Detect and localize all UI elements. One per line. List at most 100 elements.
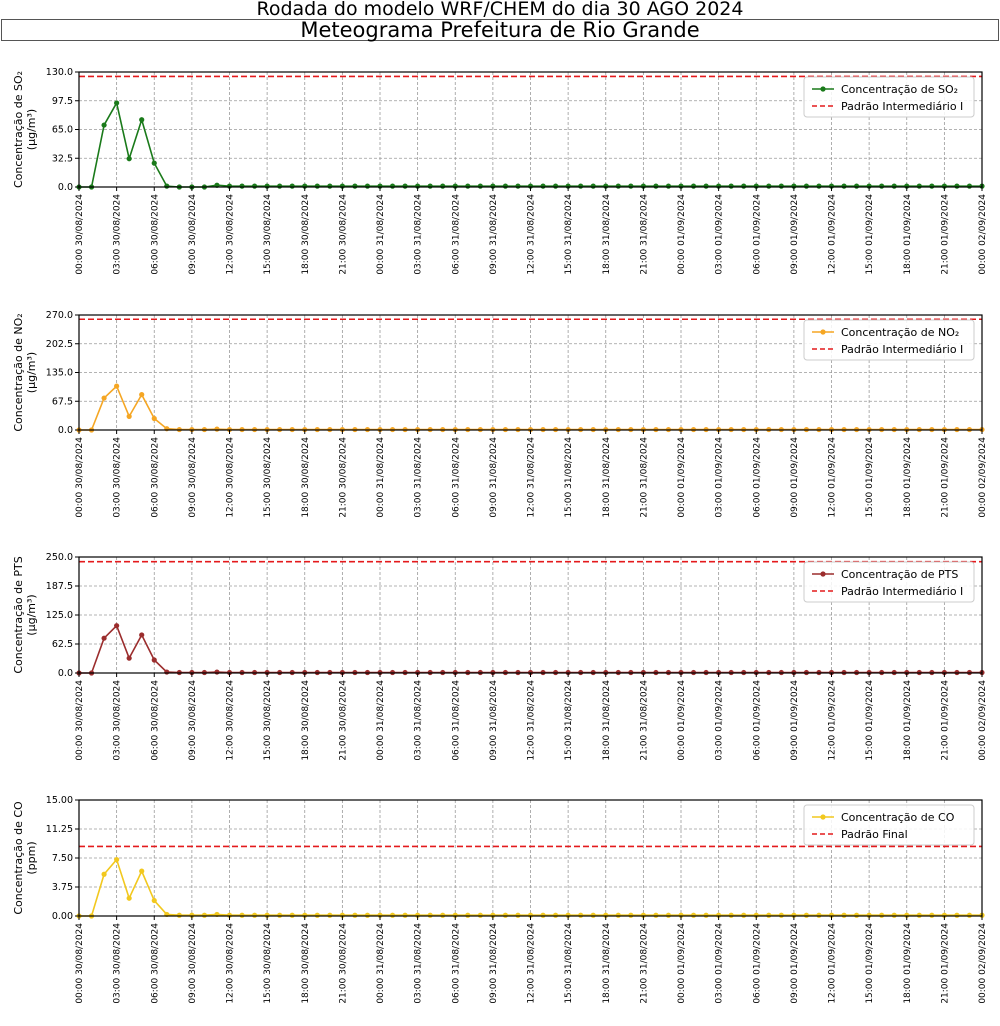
x-tick-label: 06:00 30/08/2024 bbox=[150, 194, 160, 275]
data-point bbox=[615, 183, 621, 189]
data-point bbox=[239, 183, 245, 189]
data-point bbox=[251, 912, 258, 918]
data-point bbox=[628, 183, 634, 189]
data-point bbox=[929, 183, 935, 189]
data-point bbox=[816, 183, 822, 189]
data-point bbox=[728, 183, 734, 189]
data-point bbox=[201, 912, 208, 918]
data-point bbox=[101, 122, 107, 128]
x-tick-label: 09:00 30/08/2024 bbox=[188, 680, 198, 761]
data-point bbox=[477, 912, 483, 918]
data-point bbox=[352, 912, 358, 918]
x-tick-label: 21:00 30/08/2024 bbox=[338, 923, 348, 1004]
x-tick-label: 00:00 30/08/2024 bbox=[75, 680, 85, 761]
data-point bbox=[966, 183, 973, 189]
data-point bbox=[590, 183, 596, 189]
x-tick-label: 21:00 01/09/2024 bbox=[940, 194, 950, 275]
x-tick-label: 00:00 01/09/2024 bbox=[677, 680, 687, 761]
y-tick-label: 97.5 bbox=[52, 96, 73, 107]
x-tick-label: 03:00 01/09/2024 bbox=[715, 680, 725, 761]
legend-threshold-label: Padrão Final bbox=[841, 828, 908, 841]
x-tick-label: 00:00 30/08/2024 bbox=[75, 923, 85, 1004]
data-point bbox=[502, 912, 509, 918]
data-point bbox=[879, 912, 885, 918]
data-point bbox=[916, 912, 922, 918]
data-point bbox=[690, 183, 697, 189]
legend-series-label: Concentração de SO₂ bbox=[841, 83, 958, 96]
y-tick-label: 135.0 bbox=[46, 368, 73, 379]
x-tick-label: 18:00 31/08/2024 bbox=[602, 923, 612, 1004]
data-point bbox=[665, 912, 672, 918]
data-point bbox=[540, 183, 546, 189]
x-tick-label: 00:00 01/09/2024 bbox=[677, 437, 687, 518]
y-tick-label: 65.0 bbox=[52, 125, 73, 136]
data-point bbox=[164, 183, 170, 189]
x-tick-label: 18:00 01/09/2024 bbox=[903, 437, 913, 518]
x-tick-label: 03:00 30/08/2024 bbox=[113, 194, 123, 275]
legend-box bbox=[803, 804, 975, 846]
data-point bbox=[515, 912, 521, 918]
x-tick-label: 18:00 30/08/2024 bbox=[301, 680, 311, 761]
x-tick-label: 03:00 30/08/2024 bbox=[113, 437, 123, 518]
x-tick-label: 03:00 31/08/2024 bbox=[414, 437, 424, 518]
x-tick-label: 15:00 30/08/2024 bbox=[263, 194, 273, 275]
x-tick-label: 12:00 30/08/2024 bbox=[226, 923, 236, 1004]
x-tick-label: 12:00 01/09/2024 bbox=[828, 923, 838, 1004]
y-tick-label: 0.0 bbox=[58, 668, 73, 679]
x-tick-label: 12:00 01/09/2024 bbox=[828, 194, 838, 275]
x-tick-label: 18:00 31/08/2024 bbox=[602, 194, 612, 275]
data-point bbox=[289, 183, 295, 189]
legend-box bbox=[803, 561, 975, 603]
data-point bbox=[101, 395, 107, 401]
y-tick-label: 187.5 bbox=[46, 581, 73, 592]
x-tick-label: 09:00 31/08/2024 bbox=[489, 923, 499, 1004]
data-point bbox=[139, 117, 145, 123]
x-tick-label: 03:00 31/08/2024 bbox=[414, 923, 424, 1004]
y-tick-label: 202.5 bbox=[46, 339, 73, 350]
data-point bbox=[628, 912, 634, 918]
data-point bbox=[465, 912, 471, 918]
data-point bbox=[741, 912, 747, 918]
x-tick-label: 00:00 31/08/2024 bbox=[376, 923, 386, 1004]
data-point bbox=[578, 183, 584, 189]
data-point bbox=[314, 912, 320, 918]
data-point bbox=[803, 183, 810, 189]
data-point bbox=[251, 183, 258, 189]
data-point bbox=[540, 912, 546, 918]
data-point bbox=[440, 183, 446, 189]
x-tick-label: 21:00 31/08/2024 bbox=[639, 923, 649, 1004]
x-tick-label: 18:00 31/08/2024 bbox=[602, 680, 612, 761]
legend-series-label: Concentração de PTS bbox=[841, 568, 958, 581]
data-point bbox=[126, 413, 132, 419]
x-tick-label: 18:00 30/08/2024 bbox=[301, 923, 311, 1004]
x-tick-label: 09:00 30/08/2024 bbox=[188, 194, 198, 275]
data-point bbox=[653, 912, 659, 918]
y-tick-label: 32.5 bbox=[52, 153, 73, 164]
legend-series-label: Concentração de CO bbox=[841, 811, 955, 824]
data-point bbox=[289, 912, 295, 918]
data-point bbox=[879, 183, 885, 189]
data-point bbox=[552, 183, 559, 189]
y-axis-label: Concentração de NO₂ bbox=[12, 313, 25, 431]
y-axis-label: (ppm) bbox=[25, 841, 38, 874]
x-tick-label: 15:00 31/08/2024 bbox=[564, 923, 574, 1004]
x-tick-label: 06:00 01/09/2024 bbox=[752, 437, 762, 518]
x-tick-label: 03:00 31/08/2024 bbox=[414, 680, 424, 761]
x-tick-label: 00:00 02/09/2024 bbox=[978, 437, 988, 518]
data-point bbox=[151, 160, 157, 166]
data-point bbox=[139, 632, 145, 638]
data-point bbox=[139, 392, 145, 398]
y-tick-label: 0.0 bbox=[58, 182, 73, 193]
x-tick-label: 12:00 30/08/2024 bbox=[226, 680, 236, 761]
x-tick-label: 06:00 31/08/2024 bbox=[451, 437, 461, 518]
data-point bbox=[126, 655, 132, 661]
data-point bbox=[402, 912, 408, 918]
data-point bbox=[841, 183, 847, 189]
y-axis-label: Concentração de CO bbox=[12, 801, 25, 915]
data-point bbox=[766, 183, 772, 189]
data-point bbox=[703, 183, 709, 189]
data-point bbox=[803, 912, 810, 918]
legend-box bbox=[803, 76, 975, 118]
x-tick-label: 06:00 01/09/2024 bbox=[752, 680, 762, 761]
panel-2: 0.0 67.5 135.0 202.5 270.0 Concentração de NO… bbox=[12, 310, 988, 518]
